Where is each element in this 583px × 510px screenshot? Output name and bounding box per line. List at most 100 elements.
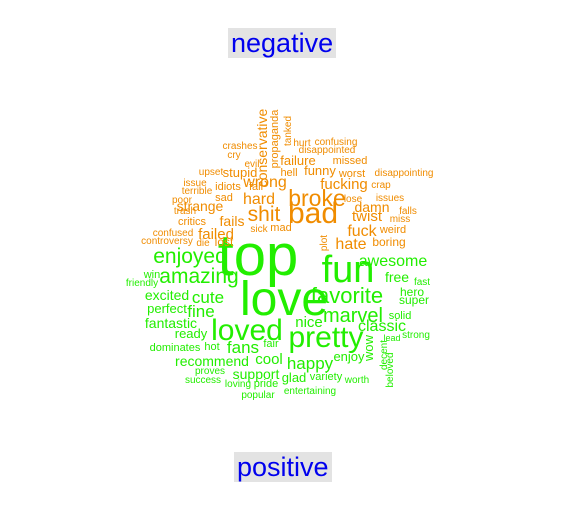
word-fans: fans [227,338,259,357]
word-fantastic: fantastic [145,315,197,331]
word-lose: lose [344,194,363,205]
word-success: success [185,375,221,386]
negative-group-label: negative [228,28,337,58]
word-issue: issue [183,178,207,189]
word-controversy: controversy [141,236,193,247]
word-support: support [233,366,280,382]
word-hurt: hurt [293,138,310,149]
word-marvel: marvel [323,305,383,327]
word-weird: weird [379,224,406,236]
word-cute: cute [192,288,224,307]
word-ready: ready [175,326,208,341]
word-pretty: pretty [288,321,363,354]
word-confusing: confusing [315,137,358,148]
word-favorite: favorite [311,283,383,308]
word-issues: issues [376,193,404,204]
word-fuck: fuck [347,223,377,240]
word-fine: fine [187,302,214,321]
word-beloved: beloved [385,352,396,387]
word-die: die [196,238,210,249]
positive-group-label: positive [234,452,332,482]
word-broke: broke [288,185,346,211]
word-plot: plot [319,235,330,251]
word-sick: sick [250,224,268,235]
word-miss: miss [390,214,411,225]
word-confused: confused [153,228,194,239]
word-stupid: stupid [223,165,258,180]
word-fun: fun [322,249,375,291]
word-variety: variety [310,371,343,383]
word-lost: lost [215,235,234,249]
word-sad: sad [215,192,233,204]
word-mad: mad [270,222,291,234]
word-strange: strange [177,198,224,214]
word-hate: hate [335,236,366,253]
word-hell: hell [280,167,297,179]
word-pride: pride [254,378,278,390]
word-crashes: crashes [222,141,257,152]
word-disappointing: disappointing [375,168,434,179]
word-cool: cool [255,351,283,368]
word-amazing: amazing [159,265,238,288]
word-happy: happy [287,354,334,373]
word-perfect: perfect [147,301,187,316]
word-friendly: friendly [126,278,158,289]
word-hard: hard [243,191,275,208]
word-dominates: dominates [150,342,201,354]
word-fair: fair [263,338,279,350]
word-hot: hot [204,341,219,353]
word-love: love [240,273,328,326]
word-recommend: recommend [175,353,249,369]
word-decent: decent [379,340,390,370]
word-worth: worth [344,375,369,386]
word-idiots: idiots [215,181,241,193]
word-twist: twist [352,208,383,225]
word-worst: worst [338,168,365,180]
word-tanked: tanked [283,116,294,146]
word-solid: solid [389,310,412,322]
word-enjoyed: enjoyed [153,245,227,268]
word-win: win [143,269,161,281]
word-fast: fast [414,277,430,288]
word-falls: falls [399,206,417,217]
word-bad: bad [288,197,338,230]
word-hero: hero [400,285,424,299]
word-terrible: terrible [182,186,213,197]
word-evil: evil [244,159,259,170]
word-classic: classic [358,318,406,335]
word-crap: crap [371,180,391,191]
word-free: free [385,269,409,285]
word-trash: trash [174,206,196,217]
word-wow: wow [361,334,376,362]
word-nice: nice [295,314,323,331]
word-glad: glad [282,370,307,385]
word-conservative: conservative [254,108,270,187]
word-awesome: awesome [359,253,428,270]
word-proves: proves [195,366,225,377]
word-top: top [218,223,299,288]
word-upset: upset [199,167,224,178]
word-lead: lead [383,333,400,343]
word-fucking: fucking [320,176,368,193]
word-poor: poor [172,195,193,206]
word-failed: failed [198,226,234,243]
word-entertaining: entertaining [284,386,336,397]
word-disappointed: disappointed [299,145,356,156]
word-fails: fails [220,213,245,229]
word-enjoy: enjoy [333,349,365,364]
word-failure: failure [280,153,315,168]
word-loved: loved [211,314,283,347]
word-excited: excited [145,287,189,303]
word-loving: loving [225,379,251,390]
word-popular: popular [241,390,275,401]
word-strong: strong [402,330,430,341]
word-propaganda: propaganda [269,109,281,169]
word-fall: fall [249,181,263,193]
word-cry: cry [227,150,240,161]
word-critics: critics [178,216,207,228]
word-boring: boring [372,235,405,249]
word-missed: missed [333,155,368,167]
word-shit: shit [248,203,281,226]
word-wrong: wrong [242,174,287,191]
